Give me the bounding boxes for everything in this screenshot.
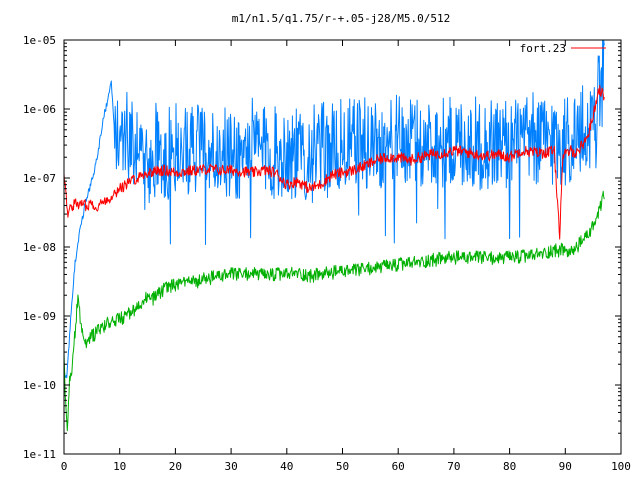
legend: fort.23	[520, 42, 606, 55]
y-tick-label: 1e-09	[23, 310, 56, 323]
axis-ticks: 0 10 20 30 40 50 60 70 80 90 100 1e-11 1e-10 1e-09 1e-…	[23, 34, 631, 473]
y-tick-label: 1e-10	[23, 379, 56, 392]
plot-area	[63, 39, 605, 432]
series-line-2	[63, 39, 605, 379]
series-line-3	[63, 190, 605, 432]
y-tick-label: 1e-05	[23, 34, 56, 47]
y-tick-label: 1e-07	[23, 172, 56, 185]
x-tick-label: 0	[61, 460, 68, 473]
y-tick-label: 1e-11	[23, 448, 56, 461]
x-tick-label: 80	[503, 460, 516, 473]
x-tick-label: 10	[113, 460, 126, 473]
x-tick-label: 30	[224, 460, 237, 473]
x-tick-label: 40	[280, 460, 293, 473]
x-tick-label: 100	[611, 460, 631, 473]
chart-title: m1/n1.5/q1.75/r-+.05-j28/M5.0/512	[232, 12, 451, 25]
legend-label: fort.23	[520, 42, 566, 55]
series-line-1	[63, 85, 605, 240]
x-tick-label: 50	[336, 460, 349, 473]
y-tick-label: 1e-06	[23, 103, 56, 116]
x-tick-label: 70	[447, 460, 460, 473]
y-tick-label: 1e-08	[23, 241, 56, 254]
x-tick-label: 60	[392, 460, 405, 473]
x-tick-label: 20	[169, 460, 182, 473]
x-tick-label: 90	[559, 460, 572, 473]
plot-frame	[63, 39, 622, 455]
